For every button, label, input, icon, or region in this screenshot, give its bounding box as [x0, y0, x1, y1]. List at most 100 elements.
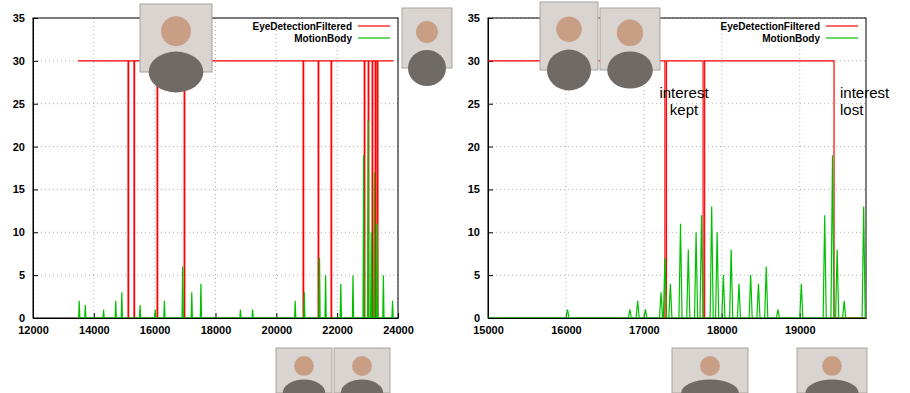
series-line: [78, 61, 393, 318]
tick-label: 16000: [551, 324, 582, 336]
tick: 35: [468, 12, 493, 24]
photo-body: [341, 380, 384, 393]
tick: 20: [468, 141, 493, 153]
chart: 1200014000160001800020000220002400005101…: [13, 12, 414, 336]
series-line: [79, 121, 394, 318]
tick-label: 5: [19, 269, 25, 281]
series-line: [488, 61, 866, 318]
legend-swatch: [358, 25, 390, 26]
photos: [140, 2, 867, 393]
photo-head: [161, 16, 191, 46]
tick-label: 18000: [707, 324, 738, 336]
legend-label: MotionBody: [762, 33, 820, 44]
tick-mark: [488, 147, 493, 148]
tick-label: 15000: [473, 324, 504, 336]
tick-mark: [337, 313, 338, 318]
tick-label: 10: [468, 226, 480, 238]
photo-body: [547, 50, 591, 91]
grid-line: [799, 18, 800, 318]
tick: 0: [474, 312, 493, 324]
legend-swatch: [358, 37, 390, 38]
tick-label: 30: [13, 55, 25, 67]
tick: 15: [468, 183, 493, 195]
photo-body: [283, 380, 326, 393]
photo-body: [805, 380, 858, 393]
grid-line: [488, 275, 866, 276]
tick-label: 18000: [201, 324, 232, 336]
y-axis: 05101520253035: [468, 12, 493, 324]
tick-mark: [216, 313, 217, 318]
tick: 10: [468, 226, 493, 238]
tick-label: 0: [19, 312, 25, 324]
photo: [334, 348, 390, 393]
series-line: [488, 155, 866, 318]
tick-mark: [488, 104, 493, 105]
tick-mark: [33, 189, 38, 190]
plot-area: [78, 61, 393, 318]
tick-mark: [33, 147, 38, 148]
legend-swatch: [826, 37, 858, 38]
tick-label: 35: [13, 12, 25, 24]
legend: EyeDetectionFilteredMotionBody: [253, 21, 390, 44]
tick-mark: [488, 18, 493, 19]
plot-frame: [33, 18, 398, 318]
grid-line: [33, 232, 398, 233]
axis-line: [34, 318, 399, 319]
tick-mark: [488, 318, 493, 319]
tick: 35: [13, 12, 38, 24]
tick-label: 12000: [18, 324, 49, 336]
photo-body: [607, 51, 653, 88]
legend-label: EyeDetectionFiltered: [253, 21, 352, 32]
tick: 25: [468, 98, 493, 110]
legend: EyeDetectionFilteredMotionBody: [721, 21, 858, 44]
tick: 14000: [79, 313, 110, 336]
photo-head: [822, 356, 842, 376]
tick-label: 20: [468, 141, 480, 153]
tick-mark: [488, 275, 493, 276]
tick: 5: [474, 269, 493, 281]
photo: [600, 8, 660, 89]
photo-head: [416, 21, 438, 43]
tick-mark: [398, 313, 399, 318]
tick-label: 25: [13, 98, 25, 110]
grid-line: [488, 146, 866, 147]
photo: [540, 2, 598, 90]
photo: [276, 348, 332, 393]
grid-line: [215, 18, 216, 318]
photo-head: [294, 356, 314, 376]
tick-label: 35: [468, 12, 480, 24]
grid-line: [337, 18, 338, 318]
photo-head: [700, 356, 720, 376]
photo-body: [681, 380, 739, 393]
tick-label: 25: [468, 98, 480, 110]
tick: 0: [19, 312, 38, 324]
tick: 20: [13, 141, 38, 153]
tick: 25: [13, 98, 38, 110]
tick-label: 20000: [262, 324, 293, 336]
photo-head: [556, 16, 582, 42]
photo-head: [617, 20, 643, 46]
annotation: interestlost: [840, 84, 890, 118]
annotation: interestkept: [659, 84, 709, 118]
tick: 22000: [322, 313, 353, 336]
photo-body: [149, 52, 204, 93]
tick-label: 22000: [322, 324, 353, 336]
tick-label: 15: [13, 183, 25, 195]
tick: 15: [13, 183, 38, 195]
grid-line: [721, 18, 722, 318]
tick-mark: [33, 275, 38, 276]
grid-line: [33, 189, 398, 190]
tick-label: 0: [474, 312, 480, 324]
grid-line: [33, 103, 398, 104]
tick-mark: [488, 232, 493, 233]
axis-line: [33, 19, 34, 319]
tick-label: 19000: [785, 324, 816, 336]
grid: [33, 18, 398, 318]
chart: 150001600017000180001900005101520253035E…: [468, 12, 890, 336]
tick-label: 20: [13, 141, 25, 153]
legend-label: MotionBody: [294, 33, 352, 44]
figure: 1200014000160001800020000220002400005101…: [0, 0, 910, 393]
x-axis: 15000 16000 17000 18000 19000: [473, 313, 866, 336]
tick-label: 17000: [629, 324, 660, 336]
photo: [140, 4, 212, 92]
